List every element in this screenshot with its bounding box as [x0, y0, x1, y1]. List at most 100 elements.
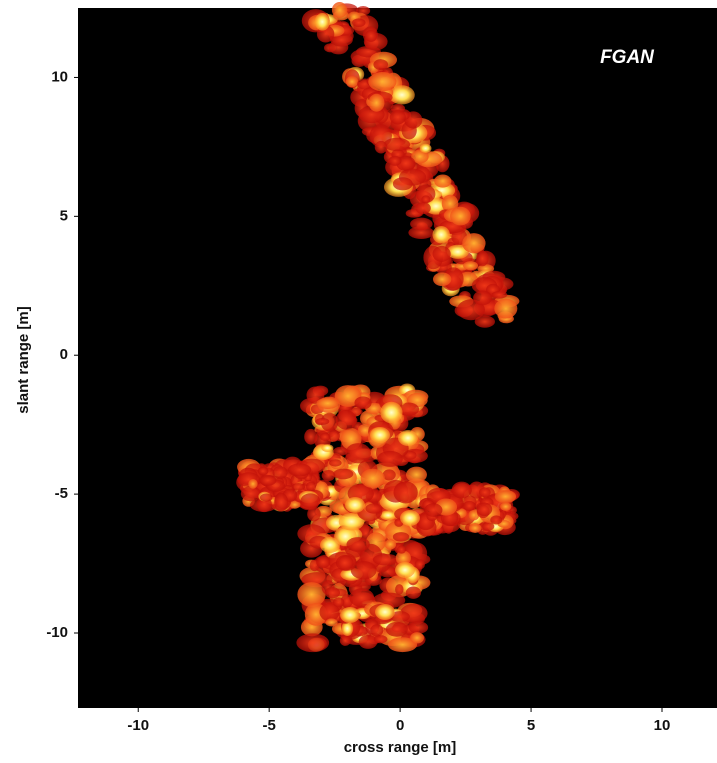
- scatter-blob: [300, 493, 321, 509]
- x-tick-label: 5: [527, 717, 535, 734]
- scatter-blob: [490, 515, 503, 525]
- scatter-blob: [395, 584, 404, 595]
- scatter-blob: [287, 463, 312, 477]
- scatter-blob: [333, 446, 348, 456]
- y-axis-label: slant range [m]: [15, 306, 32, 414]
- scatter-blob: [324, 587, 341, 599]
- scatter-blob: [421, 195, 431, 204]
- scatter-blob: [314, 12, 330, 31]
- scatter-blob: [463, 261, 479, 271]
- scatter-blob: [408, 226, 435, 240]
- scatter-blob: [257, 466, 269, 476]
- scatter-blob: [450, 206, 471, 226]
- scatter-blob: [392, 177, 413, 191]
- scatter-blob: [328, 429, 340, 442]
- bright-spot: [370, 427, 390, 443]
- scatter-blob: [390, 103, 406, 113]
- scatter-blob: [389, 611, 410, 623]
- scatter-blob: [462, 500, 476, 512]
- scatter-blob: [368, 93, 385, 112]
- scatter-blob: [325, 618, 338, 627]
- scatter-blob: [338, 513, 365, 531]
- scatter-blob: [443, 267, 464, 291]
- scatter-blob: [351, 18, 366, 28]
- scatter-blob: [434, 174, 452, 188]
- scatter-blob: [335, 555, 354, 571]
- scatter-blob: [316, 397, 339, 409]
- scatter-blob: [374, 140, 388, 154]
- scatter-blob: [330, 33, 353, 47]
- scatter-blob: [491, 291, 508, 299]
- bright-spot: [320, 537, 340, 553]
- scatter-blob: [468, 523, 482, 533]
- scatter-blob: [370, 624, 384, 637]
- scatter-blob: [446, 244, 470, 259]
- x-tick-label: -10: [127, 717, 149, 734]
- scatter-blob: [358, 634, 378, 649]
- scatter-blob: [307, 506, 321, 522]
- scatter-blob: [419, 143, 432, 154]
- scatter-blob: [397, 545, 407, 554]
- scatter-blob: [388, 155, 402, 166]
- scatter-blob: [482, 521, 495, 531]
- scatter-blob: [476, 502, 493, 517]
- scatter-blob: [319, 603, 340, 622]
- scatter-blob: [380, 401, 403, 424]
- bright-spot: [375, 604, 395, 620]
- scatter-blob: [424, 503, 443, 517]
- y-tick-label: -5: [55, 485, 68, 502]
- y-tick-label: 5: [60, 207, 68, 224]
- bright-spot: [340, 607, 360, 623]
- scatter-blob: [415, 202, 431, 215]
- scatter-blob: [432, 245, 451, 262]
- scatter-blob: [410, 632, 425, 644]
- scatter-blob: [354, 396, 372, 410]
- scatter-blob: [379, 510, 397, 521]
- scatter-blob: [414, 559, 425, 570]
- y-tick-label: 10: [51, 68, 68, 85]
- scatter-blob: [494, 489, 517, 504]
- scatter-blob: [392, 532, 410, 542]
- scatter-blob: [333, 468, 354, 480]
- scatter-blob: [346, 537, 370, 552]
- annotation: FGAN: [600, 47, 655, 68]
- scatter-blob: [334, 385, 362, 407]
- scatter-blob: [345, 443, 371, 464]
- scatter-blob: [320, 412, 339, 432]
- scatter-blob: [364, 29, 378, 42]
- x-tick-label: 10: [654, 717, 671, 734]
- scatter-blob: [408, 621, 429, 634]
- scatter-blob: [315, 418, 330, 425]
- y-tick-label: -10: [46, 624, 68, 641]
- scatter-blob: [365, 503, 383, 514]
- bright-spot: [345, 497, 365, 513]
- y-tick-label: 0: [60, 346, 68, 363]
- x-tick-label: -5: [263, 717, 276, 734]
- scatter-blob: [345, 76, 359, 88]
- scatter-blob: [331, 1, 348, 19]
- scatter-blob: [389, 85, 415, 105]
- scatter-blob: [405, 586, 422, 599]
- scatter-blob: [462, 233, 486, 254]
- scatter-blob: [319, 432, 331, 441]
- scatter-blob: [468, 509, 480, 521]
- scatter-blob: [321, 444, 334, 452]
- x-tick-label: 0: [396, 717, 404, 734]
- scatter-blob: [387, 637, 418, 653]
- scatter-blob: [259, 474, 277, 486]
- radar-image: [236, 1, 520, 653]
- scatter-blob: [405, 466, 427, 483]
- scatter-blob: [389, 109, 406, 125]
- scatter-blob: [397, 402, 420, 416]
- scatter-blob: [456, 299, 485, 321]
- scatter-blob: [476, 250, 489, 267]
- scatter-blob: [432, 272, 452, 287]
- scatter-blob: [479, 487, 491, 498]
- scatter-blob: [297, 582, 326, 607]
- scatter-blob: [500, 502, 512, 511]
- scatter-blob: [274, 492, 289, 512]
- scatter-blob: [341, 621, 354, 636]
- scatter-blob: [329, 459, 342, 467]
- scatter-blob: [494, 298, 518, 319]
